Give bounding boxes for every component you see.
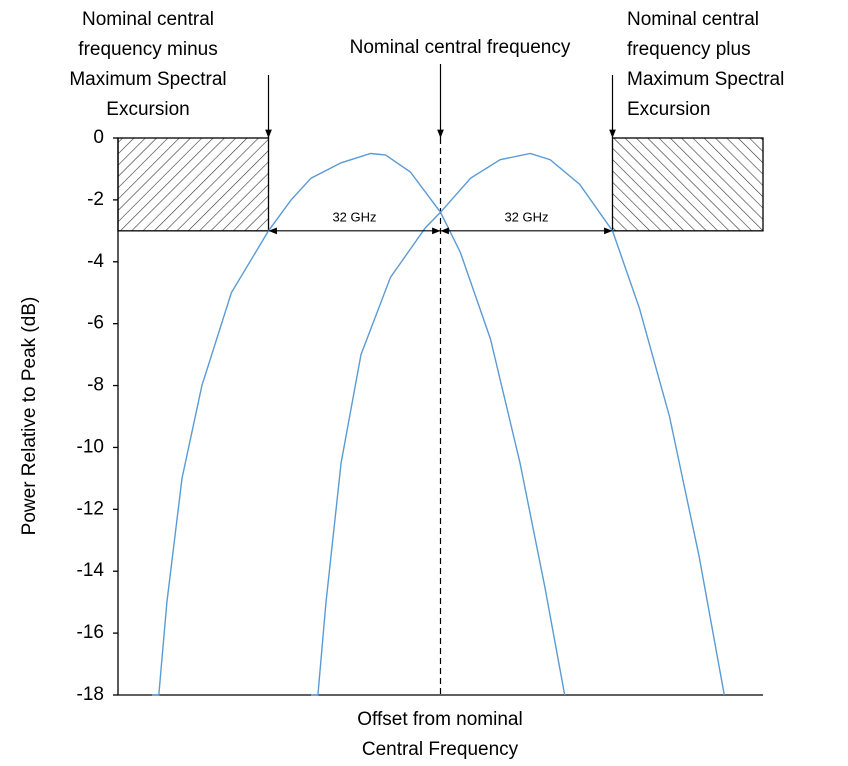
y-tick-label: -8 [87,375,104,396]
y-tick-label: -4 [87,251,104,272]
hatched-region [117,137,270,232]
x-axis-title: Central Frequency [362,739,519,760]
y-tick-label: -14 [77,560,105,581]
annotation: Nominal central frequency [350,37,571,58]
annotation: frequency plus [627,39,751,60]
y-tick-label: -6 [87,313,104,334]
span-label: 32 GHz [504,209,548,224]
y-tick-label: -16 [77,622,104,643]
span-label: 32 GHz [332,209,376,224]
y-tick-label: -2 [87,189,104,210]
y-axis-title: Power Relative to Peak (dB) [19,297,40,536]
annotation: Maximum Spectral [69,69,226,90]
curve [311,152,725,696]
annotation: Nominal central [627,9,759,30]
y-tick-label: -10 [77,436,104,457]
curve [151,152,566,696]
y-tick-label: -18 [77,684,104,705]
annotation: Maximum Spectral [627,69,784,90]
y-tick-label: 0 [93,127,104,148]
annotation: frequency minus [78,39,217,60]
annotation: Nominal central [82,9,214,30]
annotation: Excursion [106,99,189,120]
annotation: Excursion [627,99,710,120]
x-axis-title: Offset from nominal [357,709,522,730]
y-tick-label: -12 [77,498,104,519]
hatched-region [611,137,764,232]
